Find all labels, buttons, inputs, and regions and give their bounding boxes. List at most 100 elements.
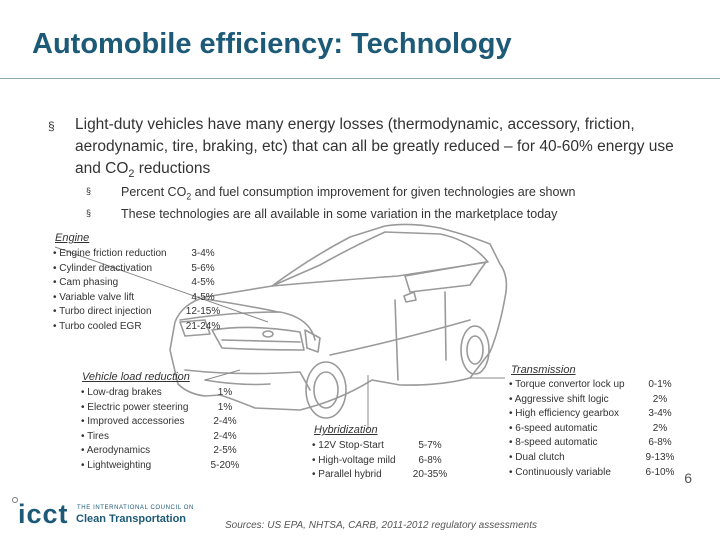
- list-item: • Aggressive shift logic 2%: [509, 393, 681, 408]
- bullet-marker-icon: §: [86, 208, 92, 218]
- tech-value: 5-20%: [210, 459, 240, 471]
- main-bullet: § Light-duty vehicles have many energy l…: [48, 114, 688, 185]
- list-item: • Lightweighting 5-20%: [81, 459, 241, 474]
- tech-label: • High efficiency gearbox: [509, 408, 620, 420]
- car-grille: [211, 326, 305, 351]
- list-item: • Turbo direct injection 12-15%: [53, 305, 223, 320]
- list-item: • Torque convertor lock up 0-1%: [509, 378, 681, 393]
- list-item: • Continuously variable 6-10%: [509, 466, 681, 481]
- tech-label: • 8-speed automatic: [509, 437, 598, 449]
- engine-list: • Engine friction reduction 3-4% • Cylind…: [53, 247, 223, 335]
- car-body: [169, 223, 508, 411]
- list-item: • Electric power steering 1%: [81, 401, 241, 416]
- leader-lines: [54, 246, 505, 430]
- tech-label: • High-voltage mild: [312, 454, 396, 466]
- tech-value: 21-24%: [185, 320, 221, 332]
- tech-value: 2%: [652, 422, 668, 434]
- title-divider: [0, 78, 720, 79]
- tech-value: 4-5%: [191, 291, 215, 303]
- tech-label: • Parallel hybrid: [312, 469, 382, 481]
- list-item: • Improved accessories 2-4%: [81, 415, 241, 430]
- tech-value: 2-4%: [213, 430, 237, 442]
- car-rear-wheel: [460, 325, 490, 375]
- transmission-title: Transmission: [511, 364, 576, 376]
- tech-value: 9-13%: [645, 451, 675, 463]
- tech-label: • Aggressive shift logic: [509, 393, 609, 405]
- sub-bullet-text: Percent CO2 and fuel consumption improve…: [121, 185, 576, 202]
- page-number: 6: [684, 470, 692, 486]
- bullet-marker-icon: §: [86, 186, 92, 196]
- tech-value: 2-5%: [213, 445, 237, 457]
- car-windshield: [271, 231, 489, 287]
- car-front-wheel: [305, 361, 347, 419]
- car-side-window: [404, 261, 487, 293]
- tech-label: • Cam phasing: [53, 277, 119, 289]
- tech-value: 2-4%: [213, 416, 237, 428]
- tech-value: 1%: [217, 401, 233, 413]
- sub-bullet: § Percent CO2 and fuel consumption impro…: [86, 185, 575, 202]
- tech-value: 1%: [217, 387, 233, 398]
- transmission-list: • Torque convertor lock up 0-1% • Aggress…: [509, 378, 681, 480]
- vehicle-load-list: • Low-drag brakes 1% • Electric power ste…: [81, 386, 241, 474]
- tech-label: • Dual clutch: [509, 451, 565, 463]
- tech-label: • Low-drag brakes: [81, 387, 162, 398]
- list-item: • Variable valve lift 4-5%: [53, 291, 223, 306]
- sub-bullet: § These technologies are all available i…: [86, 207, 557, 221]
- tech-label: • Engine friction reduction: [53, 248, 167, 259]
- vehicle-load-title: Vehicle load reduction: [82, 371, 190, 383]
- list-item: • Dual clutch 9-13%: [509, 451, 681, 466]
- tech-label: • Improved accessories: [81, 416, 185, 428]
- tech-value: 5-7%: [418, 440, 442, 451]
- tech-value: 12-15%: [185, 306, 221, 318]
- logo-name: Clean Transportation: [76, 513, 187, 525]
- tech-label: • Electric power steering: [81, 401, 189, 413]
- logo-abbrev: icct: [18, 499, 69, 529]
- tech-value: 6-8%: [418, 454, 442, 466]
- list-item: • Tires 2-4%: [81, 430, 241, 445]
- tech-value: 20-35%: [412, 469, 448, 481]
- tech-label: • Aerodynamics: [81, 445, 151, 457]
- tech-label: • Lightweighting: [81, 459, 152, 471]
- tech-label: • Variable valve lift: [53, 291, 135, 303]
- list-item: • High-voltage mild 6-8%: [312, 454, 450, 469]
- list-item: • High efficiency gearbox 3-4%: [509, 407, 681, 422]
- tech-value: 4-5%: [191, 277, 215, 289]
- list-item: • Cam phasing 4-5%: [53, 276, 223, 291]
- tech-label: • Tires: [81, 430, 109, 442]
- logo-dot-icon: [12, 497, 18, 503]
- sources-note: Sources: US EPA, NHTSA, CARB, 2011-2012 …: [225, 520, 537, 531]
- tech-value: 3-4%: [191, 248, 215, 259]
- engine-title: Engine: [55, 232, 90, 244]
- slide-title: Automobile efficiency: Technology: [32, 28, 512, 60]
- list-item: • 6-speed automatic 2%: [509, 422, 681, 437]
- hybridization-list: • 12V Stop-Start 5-7% • High-voltage mild…: [312, 439, 450, 483]
- main-bullet-text: Light-duty vehicles have many energy los…: [75, 116, 674, 181]
- tech-value: 6-10%: [645, 466, 675, 478]
- tech-value: 0-1%: [648, 379, 672, 390]
- tech-label: • 12V Stop-Start: [312, 440, 384, 451]
- list-item: • Engine friction reduction 3-4%: [53, 247, 223, 262]
- tech-value: 3-4%: [648, 408, 672, 420]
- tech-label: • Turbo cooled EGR: [53, 320, 142, 332]
- tech-label: • Turbo direct injection: [53, 306, 152, 318]
- list-item: • 12V Stop-Start 5-7%: [312, 439, 450, 454]
- bullet-marker-icon: §: [48, 119, 55, 133]
- tech-value: 5-6%: [191, 262, 215, 274]
- list-item: • 8-speed automatic 6-8%: [509, 436, 681, 451]
- tech-label: • Continuously variable: [509, 466, 611, 478]
- list-item: • Aerodynamics 2-5%: [81, 444, 241, 459]
- tech-label: • Torque convertor lock up: [509, 379, 625, 390]
- tech-label: • Cylinder deactivation: [53, 262, 153, 274]
- tech-value: 2%: [652, 393, 668, 405]
- list-item: • Parallel hybrid 20-35%: [312, 468, 450, 483]
- list-item: • Low-drag brakes 1%: [81, 386, 241, 401]
- list-item: • Turbo cooled EGR 21-24%: [53, 320, 223, 335]
- sub-bullet-text: These technologies are all available in …: [121, 207, 558, 221]
- tech-value: 6-8%: [648, 437, 672, 449]
- tech-label: • 6-speed automatic: [509, 422, 598, 434]
- logo-tagline: THE INTERNATIONAL COUNCIL ON: [77, 505, 194, 511]
- list-item: • Cylinder deactivation 5-6%: [53, 262, 223, 277]
- hybridization-title: Hybridization: [314, 424, 378, 436]
